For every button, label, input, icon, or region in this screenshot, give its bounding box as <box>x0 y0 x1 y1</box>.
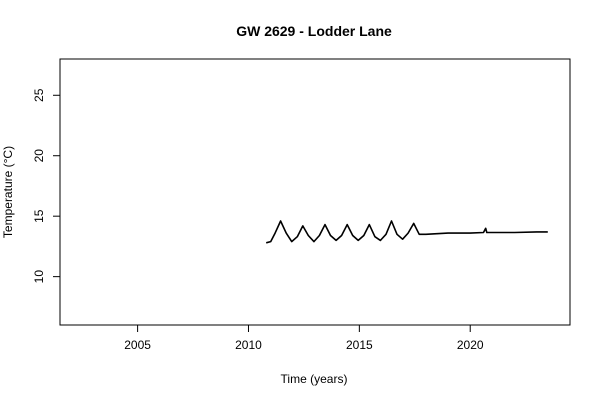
x-tick-label-2005: 2005 <box>124 338 151 352</box>
y-tick-label-25: 25 <box>32 88 46 102</box>
x-axis-label: Time (years) <box>281 372 348 386</box>
x-axis: 2005 2010 2015 2020 <box>124 325 484 352</box>
y-tick-label-10: 10 <box>32 270 46 284</box>
y-axis: 10 15 20 25 <box>32 88 60 283</box>
temperature-series-line <box>265 220 548 244</box>
chart-title: GW 2629 - Lodder Lane <box>236 23 392 39</box>
y-axis-label: Temperature (°C) <box>1 146 15 238</box>
x-tick-label-2010: 2010 <box>235 338 262 352</box>
y-tick-label-15: 15 <box>32 209 46 223</box>
x-tick-label-2015: 2015 <box>346 338 373 352</box>
y-tick-label-20: 20 <box>32 149 46 163</box>
plot-area <box>59 58 571 326</box>
x-tick-label-2020: 2020 <box>457 338 484 352</box>
